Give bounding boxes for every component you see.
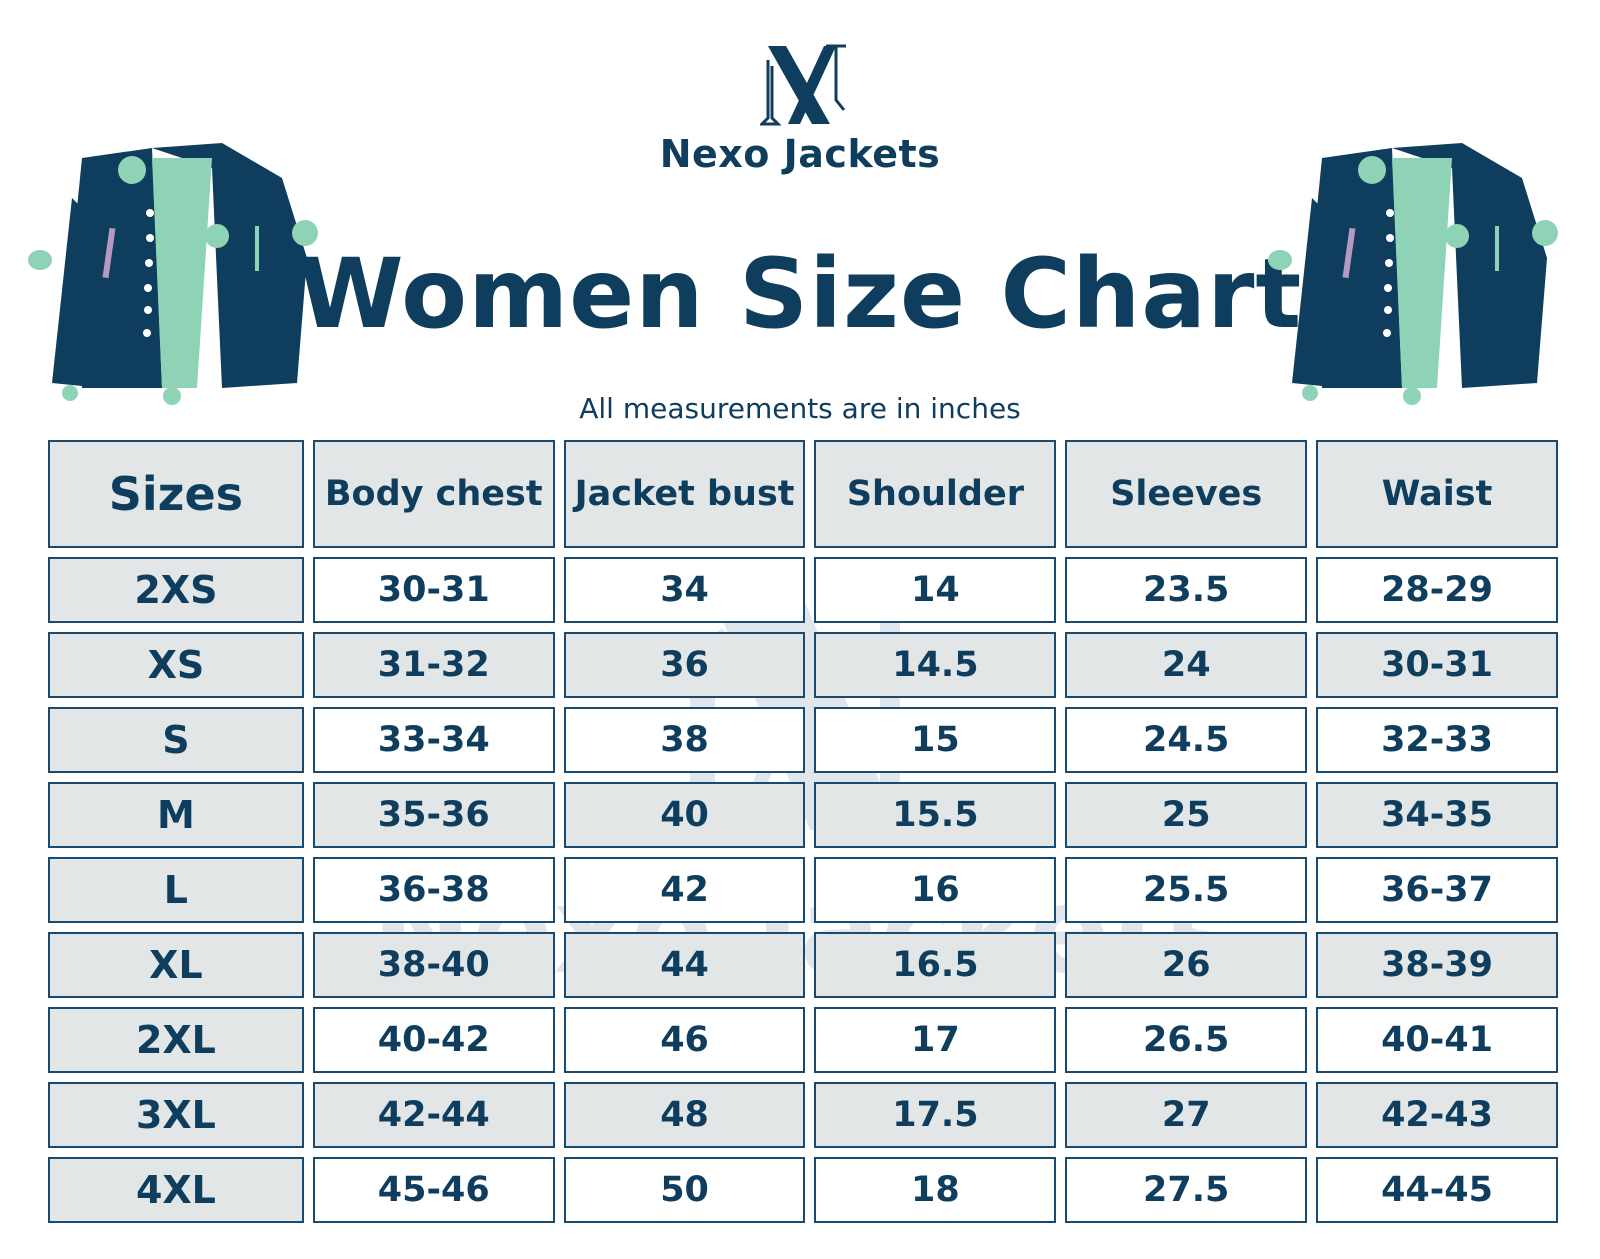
cell-size: M <box>48 782 304 848</box>
cell-jacket-bust: 36 <box>563 632 806 698</box>
cell-shoulder: 17.5 <box>814 1082 1057 1148</box>
header-body-chest: Body chest <box>312 440 555 548</box>
cell-body-chest: 45-46 <box>312 1157 555 1223</box>
size-table: Sizes Body chest Jacket bust Shoulder Sl… <box>48 440 1558 1232</box>
cell-body-chest: 40-42 <box>312 1007 555 1073</box>
table-row: 3XL 42-44 48 17.5 27 42-43 <box>48 1082 1558 1148</box>
header-sizes: Sizes <box>48 440 304 548</box>
cell-body-chest: 42-44 <box>312 1082 555 1148</box>
cell-size: 2XL <box>48 1007 304 1073</box>
cell-sleeves: 26.5 <box>1065 1007 1308 1073</box>
cell-size: 2XS <box>48 557 304 623</box>
cell-size: L <box>48 857 304 923</box>
header-sleeves: Sleeves <box>1065 440 1308 548</box>
cell-shoulder: 16.5 <box>814 932 1057 998</box>
cell-size: S <box>48 707 304 773</box>
cell-jacket-bust: 50 <box>563 1157 806 1223</box>
jacket-icon-right <box>1268 143 1558 405</box>
cell-jacket-bust: 40 <box>563 782 806 848</box>
cell-jacket-bust: 46 <box>563 1007 806 1073</box>
cell-waist: 42-43 <box>1316 1082 1558 1148</box>
table-row: L 36-38 42 16 25.5 36-37 <box>48 857 1558 923</box>
cell-sleeves: 27.5 <box>1065 1157 1308 1223</box>
cell-waist: 40-41 <box>1316 1007 1558 1073</box>
brand-name: Nexo Jackets <box>659 132 941 176</box>
cell-shoulder: 14 <box>814 557 1057 623</box>
table-row: XS 31-32 36 14.5 24 30-31 <box>48 632 1558 698</box>
cell-sleeves: 25 <box>1065 782 1308 848</box>
cell-waist: 32-33 <box>1316 707 1558 773</box>
header-waist: Waist <box>1316 440 1558 548</box>
cell-waist: 34-35 <box>1316 782 1558 848</box>
cell-size: XS <box>48 632 304 698</box>
cell-jacket-bust: 38 <box>563 707 806 773</box>
cell-body-chest: 31-32 <box>312 632 555 698</box>
cell-sleeves: 27 <box>1065 1082 1308 1148</box>
cell-shoulder: 15 <box>814 707 1057 773</box>
cell-jacket-bust: 42 <box>563 857 806 923</box>
cell-waist: 30-31 <box>1316 632 1558 698</box>
cell-shoulder: 16 <box>814 857 1057 923</box>
header-jacket-bust: Jacket bust <box>563 440 806 548</box>
table-row: M 35-36 40 15.5 25 34-35 <box>48 782 1558 848</box>
cell-sleeves: 25.5 <box>1065 857 1308 923</box>
cell-body-chest: 33-34 <box>312 707 555 773</box>
cell-waist: 44-45 <box>1316 1157 1558 1223</box>
jacket-icon-left <box>28 143 318 405</box>
cell-waist: 28-29 <box>1316 557 1558 623</box>
cell-waist: 38-39 <box>1316 932 1558 998</box>
table-header-row: Sizes Body chest Jacket bust Shoulder Sl… <box>48 440 1558 548</box>
cell-shoulder: 14.5 <box>814 632 1057 698</box>
cell-sleeves: 26 <box>1065 932 1308 998</box>
cell-sleeves: 23.5 <box>1065 557 1308 623</box>
cell-size: 4XL <box>48 1157 304 1223</box>
header-shoulder: Shoulder <box>814 440 1057 548</box>
table-row: 2XS 30-31 34 14 23.5 28-29 <box>48 557 1558 623</box>
page-subtitle: All measurements are in inches <box>579 392 1021 425</box>
cell-jacket-bust: 48 <box>563 1082 806 1148</box>
cell-jacket-bust: 34 <box>563 557 806 623</box>
cell-waist: 36-37 <box>1316 857 1558 923</box>
cell-shoulder: 15.5 <box>814 782 1057 848</box>
cell-shoulder: 17 <box>814 1007 1057 1073</box>
cell-size: 3XL <box>48 1082 304 1148</box>
cell-body-chest: 38-40 <box>312 932 555 998</box>
cell-shoulder: 18 <box>814 1157 1057 1223</box>
cell-body-chest: 36-38 <box>312 857 555 923</box>
cell-body-chest: 35-36 <box>312 782 555 848</box>
cell-jacket-bust: 44 <box>563 932 806 998</box>
logo-icon <box>760 44 846 126</box>
cell-body-chest: 30-31 <box>312 557 555 623</box>
table-row: 2XL 40-42 46 17 26.5 40-41 <box>48 1007 1558 1073</box>
cell-size: XL <box>48 932 304 998</box>
page-title: Women Size Chart <box>297 238 1303 350</box>
table-row: S 33-34 38 15 24.5 32-33 <box>48 707 1558 773</box>
cell-sleeves: 24.5 <box>1065 707 1308 773</box>
cell-sleeves: 24 <box>1065 632 1308 698</box>
table-body: 2XS 30-31 34 14 23.5 28-29 XS 31-32 36 14.5 24 30-3… <box>48 557 1558 1223</box>
table-row: 4XL 45-46 50 18 27.5 44-45 <box>48 1157 1558 1223</box>
table-row: XL 38-40 44 16.5 26 38-39 <box>48 932 1558 998</box>
